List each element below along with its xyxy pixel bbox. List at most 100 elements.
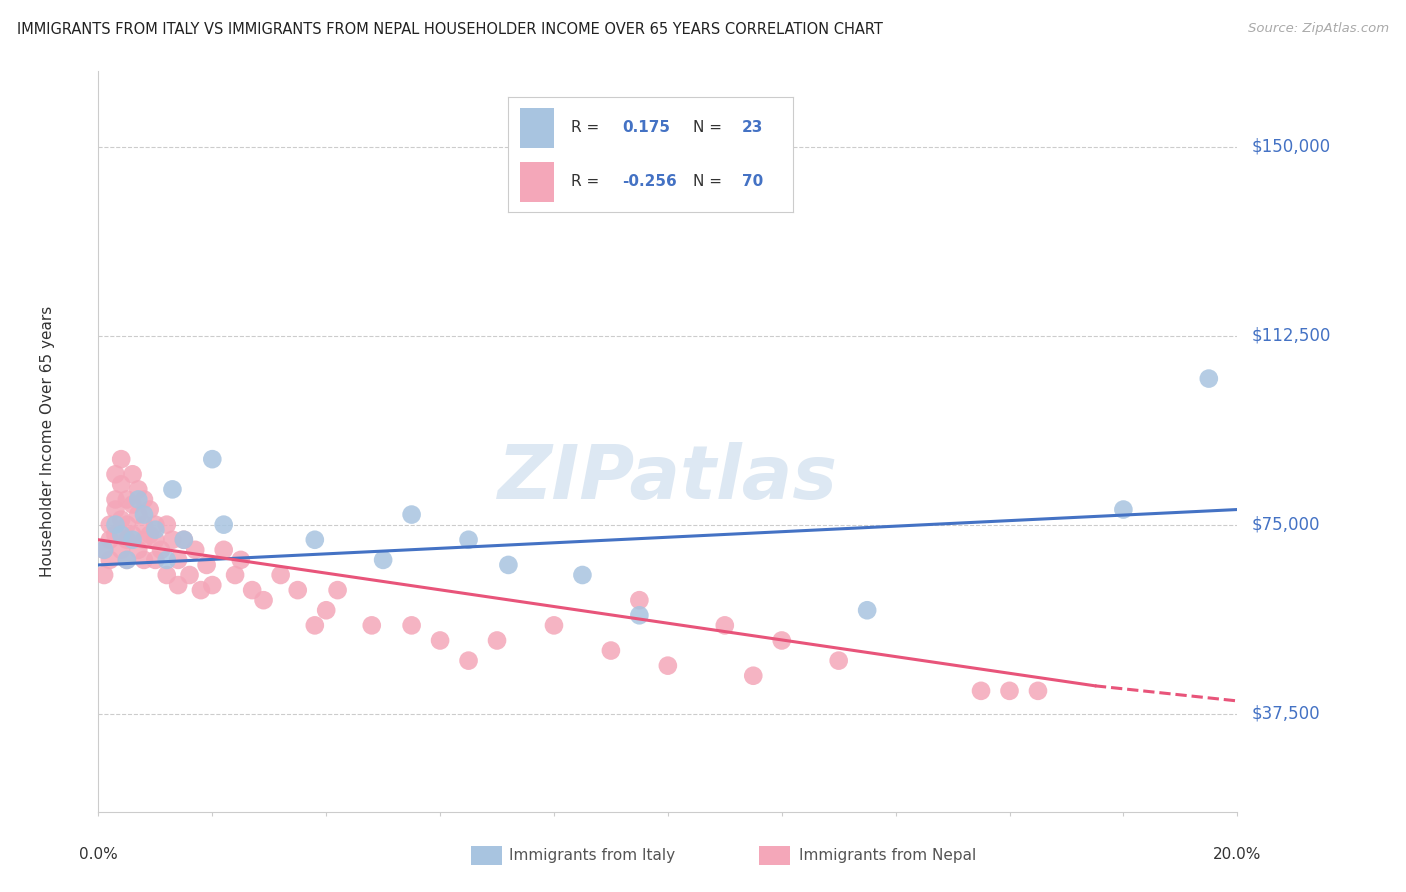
Point (145, 553, 167, 567)
Point (856, 603, 879, 617)
Text: 20.0%: 20.0% (1213, 847, 1261, 862)
Point (1112, 502, 1135, 516)
Text: $75,000: $75,000 (1251, 516, 1320, 533)
Text: Immigrants from Nepal: Immigrants from Nepal (799, 848, 976, 863)
Text: 0.0%: 0.0% (79, 847, 118, 862)
Point (145, 533, 167, 547)
Point (998, 683, 1021, 698)
Point (571, 568, 593, 582)
Point (201, 578, 224, 592)
Point (240, 583, 263, 598)
Point (742, 669, 765, 683)
Point (110, 452, 132, 467)
Point (110, 477, 132, 491)
Point (179, 568, 201, 582)
Point (498, 558, 520, 572)
Point (132, 553, 155, 567)
Point (167, 578, 190, 592)
Point (110, 513, 132, 527)
Point (828, 654, 851, 668)
Point (173, 533, 195, 547)
Point (121, 533, 143, 547)
Point (93, 542, 115, 557)
Point (145, 523, 167, 537)
Point (104, 467, 127, 482)
Point (304, 618, 326, 632)
Point (156, 517, 179, 532)
Point (628, 608, 651, 623)
Point (195, 558, 218, 572)
Point (167, 553, 190, 567)
Point (224, 568, 246, 582)
Point (628, 593, 651, 607)
Point (115, 492, 138, 507)
Point (162, 533, 184, 547)
Point (127, 492, 149, 507)
Point (104, 527, 127, 541)
Point (201, 452, 224, 467)
Text: $112,500: $112,500 (1251, 326, 1330, 345)
Point (104, 502, 127, 516)
Point (98, 517, 121, 532)
Point (162, 483, 184, 497)
Point (373, 553, 395, 567)
Point (98, 533, 121, 547)
Point (184, 542, 207, 557)
Point (150, 542, 173, 557)
Point (115, 533, 138, 547)
Point (270, 568, 292, 582)
Point (326, 583, 349, 598)
Point (657, 658, 679, 673)
Point (401, 618, 423, 632)
Point (127, 508, 149, 522)
Point (360, 618, 382, 632)
Text: Immigrants from Italy: Immigrants from Italy (509, 848, 675, 863)
Point (304, 533, 326, 547)
Point (457, 654, 479, 668)
Point (104, 492, 127, 507)
Point (132, 492, 155, 507)
Point (543, 618, 565, 632)
Point (714, 618, 737, 632)
Point (115, 553, 138, 567)
Point (132, 533, 155, 547)
Point (429, 633, 451, 648)
Point (115, 553, 138, 567)
Point (110, 542, 132, 557)
Point (110, 527, 132, 541)
Point (121, 527, 143, 541)
Text: Source: ZipAtlas.com: Source: ZipAtlas.com (1249, 22, 1389, 36)
Point (104, 517, 127, 532)
Point (212, 517, 235, 532)
Point (132, 517, 155, 532)
Point (770, 633, 793, 648)
Point (457, 533, 479, 547)
Point (486, 633, 509, 648)
Point (315, 603, 337, 617)
Point (1026, 683, 1049, 698)
Point (121, 498, 143, 512)
Point (93, 568, 115, 582)
Point (252, 593, 274, 607)
Text: $37,500: $37,500 (1251, 705, 1320, 723)
Point (401, 508, 423, 522)
Text: IMMIGRANTS FROM ITALY VS IMMIGRANTS FROM NEPAL HOUSEHOLDER INCOME OVER 65 YEARS : IMMIGRANTS FROM ITALY VS IMMIGRANTS FROM… (17, 22, 883, 37)
Point (156, 553, 179, 567)
Point (190, 583, 212, 598)
Point (156, 568, 179, 582)
Point (138, 502, 160, 516)
Point (127, 483, 149, 497)
Point (98, 553, 121, 567)
Point (145, 517, 167, 532)
Point (93, 542, 115, 557)
Text: $150,000: $150,000 (1251, 138, 1330, 156)
Point (1198, 371, 1220, 385)
Text: ZIPatlas: ZIPatlas (498, 442, 838, 515)
Point (115, 517, 138, 532)
Point (212, 542, 235, 557)
Point (970, 683, 993, 698)
Point (173, 533, 195, 547)
Point (287, 583, 309, 598)
Point (121, 467, 143, 482)
Point (132, 508, 155, 522)
